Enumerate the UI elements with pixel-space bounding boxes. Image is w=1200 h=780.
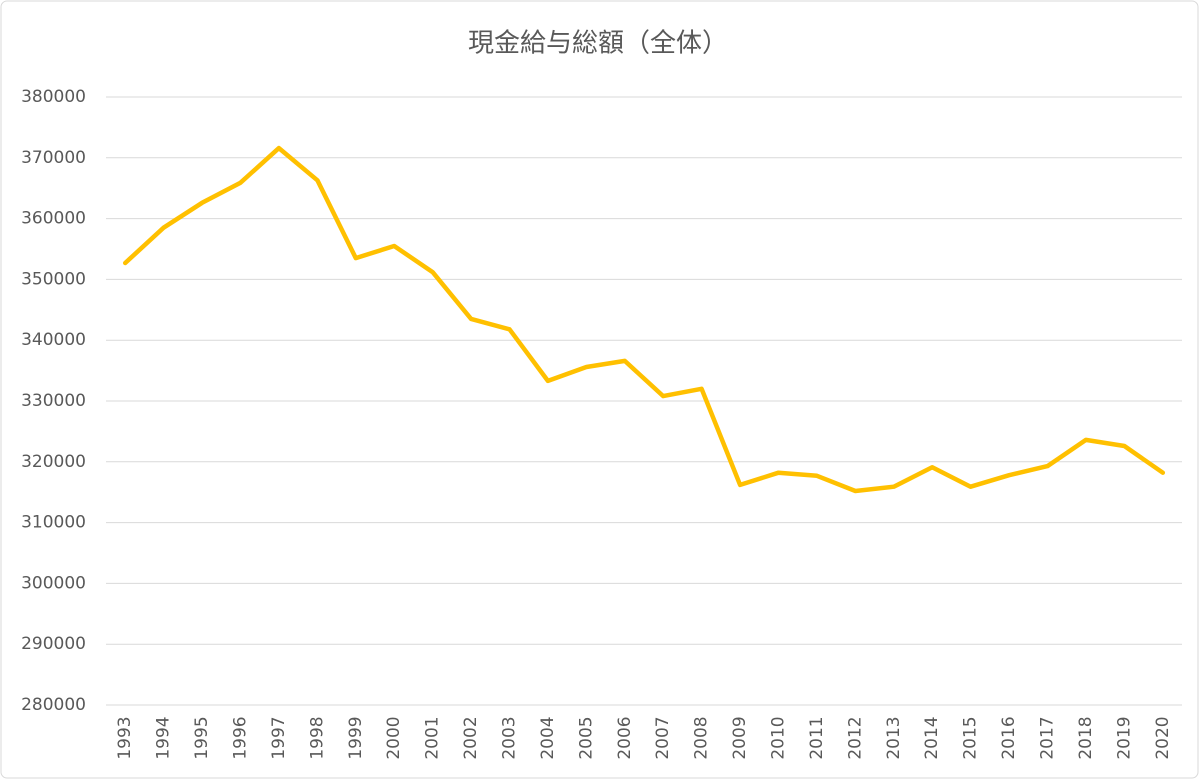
y-tick-label: 350000 xyxy=(21,269,86,289)
line xyxy=(122,145,1166,494)
x-tick-label: 2002 xyxy=(461,716,481,759)
x-tick-label: 1996 xyxy=(231,716,251,759)
x-tick-label: 2017 xyxy=(1038,716,1058,759)
x-tick-label: 2009 xyxy=(730,716,750,759)
y-tick-label: 290000 xyxy=(21,634,86,654)
x-tick-label: 2001 xyxy=(423,716,443,759)
x-tick-label: 2000 xyxy=(384,716,404,759)
x-tick-label: 2003 xyxy=(500,716,520,759)
chart-title: 現金給与総額（全体） xyxy=(468,29,728,59)
x-tick-label: 1999 xyxy=(346,716,366,759)
y-tick-label: 370000 xyxy=(21,148,86,168)
x-tick-label: 2010 xyxy=(769,716,789,759)
x-tick-label: 1994 xyxy=(154,716,174,759)
x-tick-label: 2018 xyxy=(1076,716,1096,759)
y-tick-label: 330000 xyxy=(21,391,86,411)
y-tick-label: 310000 xyxy=(21,513,86,533)
x-tick-label: 2011 xyxy=(807,716,827,759)
x-tick-label: 2016 xyxy=(999,716,1019,759)
x-tick-label: 2006 xyxy=(615,716,635,759)
x-tick-label: 2004 xyxy=(538,716,558,759)
x-tick-label: 1995 xyxy=(192,716,212,759)
x-tick-label: 2015 xyxy=(961,716,981,759)
x-tick-label: 2007 xyxy=(653,716,673,759)
y-tick-label: 340000 xyxy=(21,330,86,350)
x-tick-label: 1997 xyxy=(269,716,289,759)
y-tick-label: 300000 xyxy=(21,573,86,593)
y-tick-label: 320000 xyxy=(21,452,86,472)
x-tick-label: 2012 xyxy=(845,716,865,759)
x-tick-label: 2005 xyxy=(576,716,596,759)
x-tick-label: 2020 xyxy=(1153,716,1173,759)
y-tick-label: 280000 xyxy=(21,695,86,715)
y-tick-label: 360000 xyxy=(21,209,86,229)
x-tick-label: 2019 xyxy=(1114,716,1134,759)
x-tick-label: 2008 xyxy=(692,716,712,759)
x-tick-label: 2013 xyxy=(884,716,904,759)
y-tick-label: 380000 xyxy=(21,87,86,107)
x-tick-label: 1993 xyxy=(115,716,135,759)
x-tick-label: 1998 xyxy=(307,716,327,759)
x-tick-label: 2014 xyxy=(922,716,942,759)
